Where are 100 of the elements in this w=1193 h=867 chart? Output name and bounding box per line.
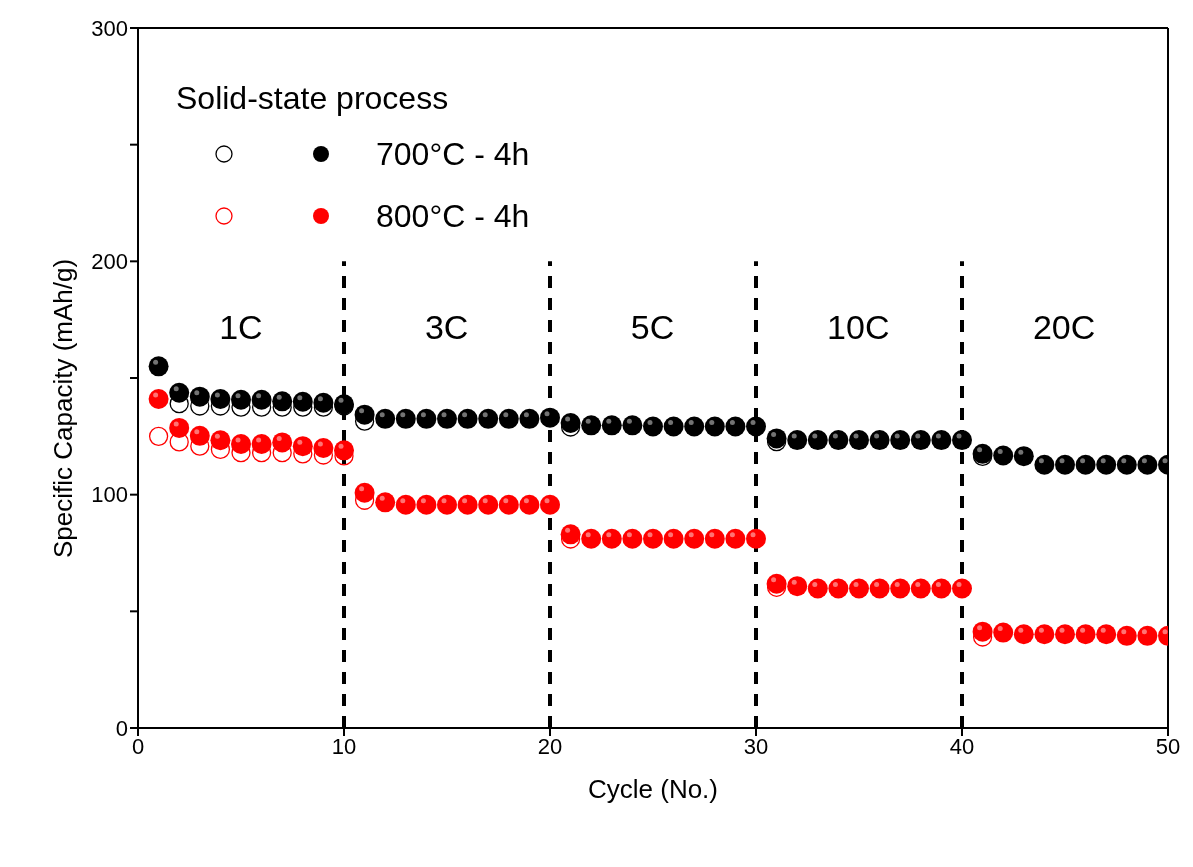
y-tick-label: 200 [91,249,128,275]
point [519,494,540,515]
annotation: 3C [423,308,470,347]
x-axis-title: Cycle (No.) [587,774,719,804]
point [704,416,725,437]
legend-label: 800°C - 4h [376,197,530,235]
point [313,392,334,413]
y-tick-label: 100 [91,482,128,508]
annotation: 5C [629,308,676,347]
point [1055,454,1075,475]
point [210,389,231,409]
y-axis-title: Specific Capacity (mAh/g) [48,258,79,558]
point [189,386,210,407]
x-tick-label: 20 [537,733,563,759]
point [231,389,251,410]
point [746,416,766,437]
point [1055,624,1075,645]
point [416,494,437,515]
point [395,408,416,429]
point [354,404,375,425]
point [807,578,828,599]
point [787,430,808,451]
point [540,494,560,515]
point [375,408,396,429]
point [993,622,1014,643]
point [169,382,190,403]
point [1137,625,1158,646]
point [1075,624,1096,645]
point [1137,454,1158,475]
annotation: 10C [826,308,891,347]
point [952,430,972,451]
point [540,407,560,428]
y-tick-label: 300 [91,15,128,41]
point [910,578,931,599]
point [189,425,210,446]
point [354,482,375,503]
point [1116,625,1137,646]
y-tick-label: 0 [115,715,128,741]
point [601,528,622,549]
point [869,430,890,451]
point [704,528,725,549]
point [952,578,972,599]
point [910,430,931,451]
point [787,576,808,597]
point [643,528,663,549]
point [1034,454,1055,475]
point [478,408,499,429]
point [292,436,313,457]
x-tick-label: 50 [1155,733,1181,759]
point [1116,454,1137,475]
x-tick-label: 10 [331,733,357,759]
annotation: 1C [218,308,264,347]
point [849,578,869,599]
x-tick-label: 30 [743,733,769,759]
point [498,408,519,429]
point [272,391,293,412]
point [498,494,519,515]
point [725,416,746,437]
point [931,430,952,451]
point [251,434,272,455]
point [169,432,189,452]
point [437,494,457,515]
point [869,578,890,599]
point [746,528,766,549]
point [1075,454,1096,475]
point [148,426,169,446]
point [1034,624,1055,645]
legend-label: 700°C - 4h [376,135,530,173]
point [684,528,705,549]
point [416,408,437,429]
point [437,408,457,429]
annotation: 20C [1031,308,1097,347]
point [828,578,849,599]
x-tick-label: 40 [949,733,975,759]
point [931,578,952,599]
point [560,524,581,545]
point [581,528,602,549]
point [395,494,416,515]
point [601,415,622,436]
point [663,416,684,437]
point [251,389,272,410]
point [457,494,478,515]
point [622,528,643,549]
point [375,492,396,513]
point [643,416,663,437]
point [210,430,231,451]
point [334,440,354,461]
point [1013,446,1034,467]
point [1096,624,1117,645]
point [890,430,911,451]
point [1096,454,1117,475]
point [725,528,746,549]
point [1013,624,1034,645]
point [622,415,643,436]
point [581,415,602,436]
point [828,430,849,451]
point [478,494,499,515]
point [972,621,993,642]
legend-title: Solid-state process [176,80,450,117]
point [231,434,251,455]
